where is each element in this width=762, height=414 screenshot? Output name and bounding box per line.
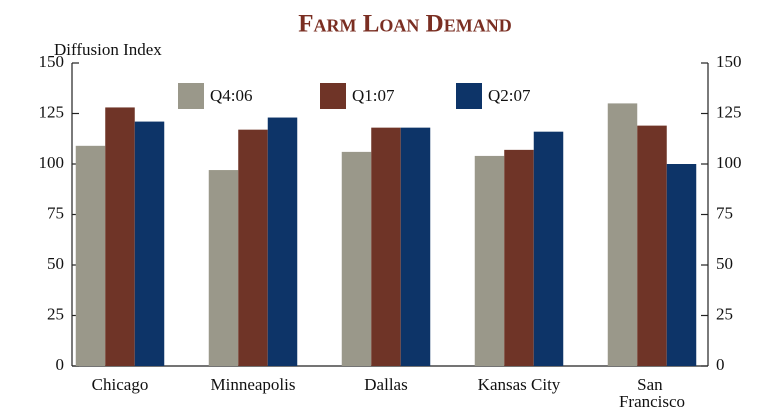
bar xyxy=(637,125,667,367)
bar xyxy=(208,170,239,366)
legend-swatch xyxy=(320,83,346,109)
bar xyxy=(533,131,564,366)
bar xyxy=(607,103,638,367)
y-tick-label: 50 xyxy=(47,254,64,273)
chart-title: Farm Loan Demand xyxy=(298,11,511,38)
legend-label: Q4:06 xyxy=(210,86,253,105)
y2-tick-label: 150 xyxy=(716,52,742,71)
y2-tick-label: 75 xyxy=(716,203,733,222)
y2-tick-label: 50 xyxy=(716,254,733,273)
x-tick-label: Kansas City xyxy=(478,375,561,394)
bar xyxy=(238,129,268,366)
y2-tick-label: 125 xyxy=(716,102,742,121)
y-tick-label: 25 xyxy=(47,304,64,323)
y-tick-label: 100 xyxy=(39,153,65,172)
x-tick-label: Dallas xyxy=(364,375,407,394)
y-tick-label: 150 xyxy=(39,52,65,71)
x-tick-label: San Francisco xyxy=(619,375,685,411)
y-tick-label: 0 xyxy=(56,355,65,374)
bar xyxy=(400,127,431,366)
bar xyxy=(134,121,165,366)
y2-tick-label: 100 xyxy=(716,153,742,172)
y-tick-label: 125 xyxy=(39,102,65,121)
legend-label: Q2:07 xyxy=(488,86,531,105)
bar xyxy=(267,117,298,366)
y2-tick-label: 0 xyxy=(716,355,725,374)
x-tick-label: Minneapolis xyxy=(211,375,296,394)
bar xyxy=(341,151,372,366)
bar xyxy=(75,145,106,366)
legend-label: Q1:07 xyxy=(352,86,395,105)
y-axis-label: Diffusion Index xyxy=(54,40,162,59)
bar xyxy=(371,127,401,366)
bar xyxy=(105,107,135,366)
bar xyxy=(474,155,505,366)
legend-swatch xyxy=(178,83,204,109)
x-tick-label: Chicago xyxy=(92,375,149,394)
y-tick-label: 75 xyxy=(47,203,64,222)
bar xyxy=(666,164,697,366)
bar xyxy=(504,149,534,366)
legend-swatch xyxy=(456,83,482,109)
y2-tick-label: 25 xyxy=(716,304,733,323)
